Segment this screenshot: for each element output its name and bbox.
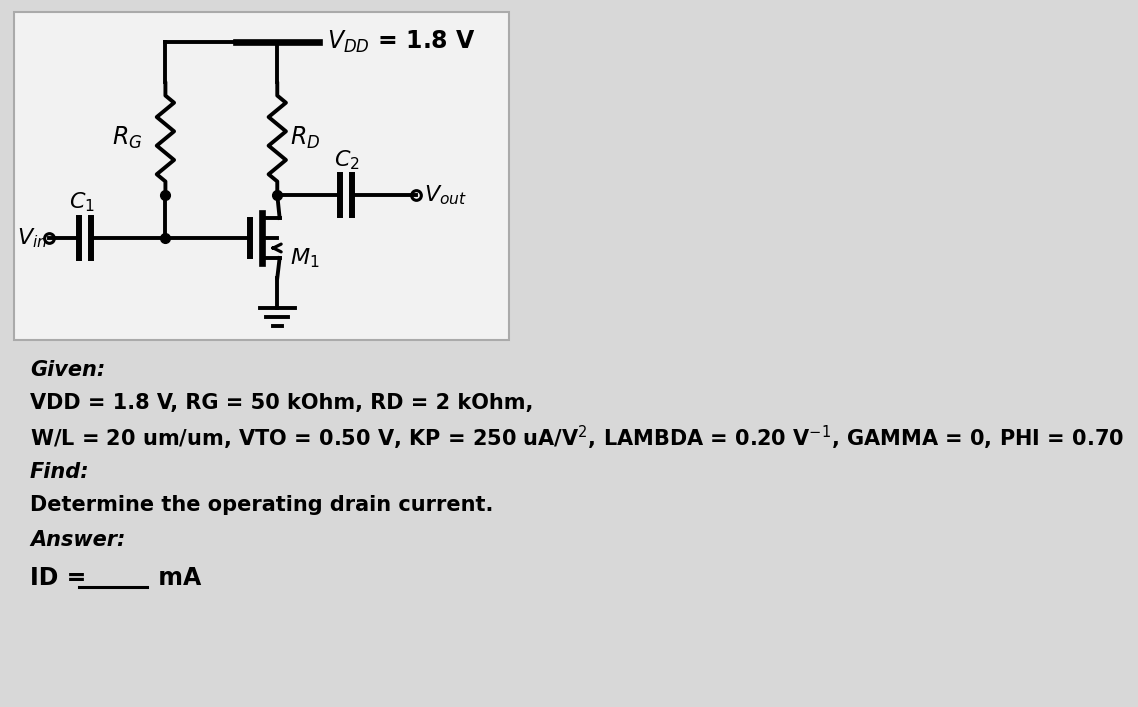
Text: VDD = 1.8 V, RG = 50 kOhm, RD = 2 kOhm,: VDD = 1.8 V, RG = 50 kOhm, RD = 2 kOhm,	[30, 393, 534, 413]
Text: $V_{in}$: $V_{in}$	[17, 226, 48, 250]
Text: $M_1$: $M_1$	[290, 246, 320, 270]
Text: Determine the operating drain current.: Determine the operating drain current.	[30, 495, 493, 515]
Bar	[14, 12, 509, 340]
Text: ID =: ID =	[30, 566, 94, 590]
Text: Find:: Find:	[30, 462, 90, 482]
Text: Answer:: Answer:	[30, 530, 125, 550]
Text: mA: mA	[150, 566, 201, 590]
Text: $R_G$: $R_G$	[112, 125, 142, 151]
Text: Given:: Given:	[30, 360, 105, 380]
Text: $V_{out}$: $V_{out}$	[423, 183, 467, 207]
Text: $C_2$: $C_2$	[333, 148, 360, 172]
Text: $C_1$: $C_1$	[69, 190, 96, 214]
Text: $R_D$: $R_D$	[290, 125, 320, 151]
Text: W/L = 20 um/um, VTO = 0.50 V, KP = 250 uA/V$^2$, LAMBDA = 0.20 V$^{-1}$, GAMMA =: W/L = 20 um/um, VTO = 0.50 V, KP = 250 u…	[30, 424, 1124, 452]
Text: $V_{DD}$ = 1.8 V: $V_{DD}$ = 1.8 V	[327, 29, 476, 55]
